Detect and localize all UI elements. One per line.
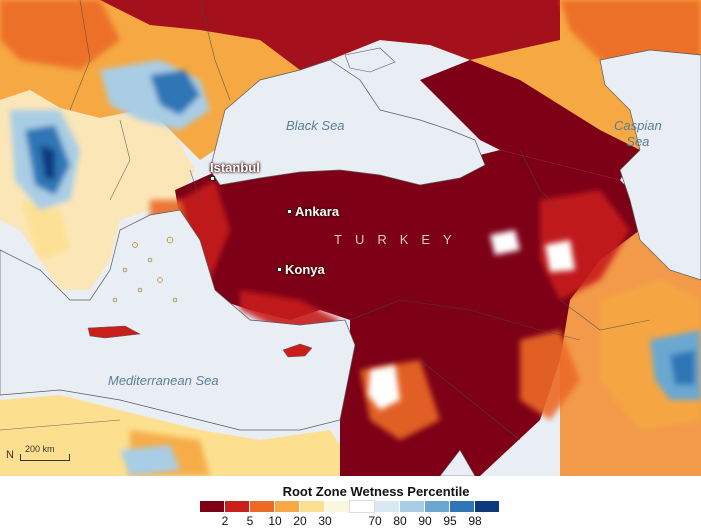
scale-bar-line: 200 km: [19, 444, 70, 461]
city-marker-icon: [287, 209, 292, 214]
scale-bar: N 200 km: [6, 444, 70, 461]
mediterranean-sea: [0, 209, 356, 431]
city-marker-icon: [210, 176, 215, 181]
wet-patches: [10, 60, 701, 476]
map-graphic: [0, 0, 701, 476]
black-sea: [209, 59, 486, 186]
map-canvas: Black Sea Caspian Sea Mediterranean Sea …: [0, 0, 701, 476]
legend-swatch: [200, 501, 224, 512]
legend-tick-label: 5: [246, 514, 254, 528]
north-arrow-icon: N: [6, 449, 14, 461]
legend-swatch: [450, 501, 474, 512]
city-label: Ankara: [295, 204, 340, 219]
legend: Root Zone Wetness Percentile 2 5 10 20 30 70 8…: [0, 476, 701, 530]
scale-bar-label: 200 km: [24, 444, 55, 454]
legend-swatch: [250, 501, 274, 512]
aegean-islands: [112, 236, 178, 303]
legend-title: Root Zone Wetness Percentile: [282, 484, 470, 499]
legend-tick-label: 95: [443, 514, 457, 528]
legend-tick-label: 30: [318, 514, 332, 528]
caspian-sea-label: Caspian Sea: [614, 118, 662, 149]
land-north-dark: [100, 0, 560, 70]
city-label: Istanbul: [210, 160, 260, 175]
legend-swatch: [375, 501, 399, 512]
land-south: [0, 395, 360, 476]
city-istanbul: Istanbul: [210, 160, 260, 181]
legend-tick-label: 20: [293, 514, 307, 528]
city-konya: Konya: [277, 262, 325, 277]
legend-swatch: [349, 500, 375, 513]
legend-swatch: [225, 501, 249, 512]
legend-swatch: [400, 501, 424, 512]
legend-tick-label: 80: [393, 514, 407, 528]
legend-swatches: [200, 500, 500, 513]
city-marker-icon: [277, 267, 282, 272]
country-borders: [0, 0, 651, 441]
red-sea: [439, 449, 476, 476]
legend-ticks: 2 5 10 20 30 70 80 90 95 98: [200, 514, 500, 528]
mediterranean-sea-label: Mediterranean Sea: [108, 373, 219, 388]
sea-of-azov: [344, 47, 396, 73]
legend-tick-label: 2: [221, 514, 229, 528]
legend-tick-label: 98: [468, 514, 482, 528]
caspian-sea: [599, 49, 701, 281]
legend-swatch: [475, 501, 499, 512]
city-label: Konya: [285, 262, 325, 277]
legend-swatch: [300, 501, 324, 512]
legend-swatch: [275, 501, 299, 512]
legend-swatch: [425, 501, 449, 512]
cyprus-island: [282, 343, 313, 358]
crete-island: [87, 325, 141, 339]
land-caucasus: [420, 60, 640, 180]
city-ankara: Ankara: [287, 204, 339, 219]
black-sea-label: Black Sea: [286, 118, 345, 133]
legend-tick-label: 10: [268, 514, 282, 528]
legend-swatch: [325, 501, 349, 512]
legend-tick-label: 70: [368, 514, 382, 528]
country-label-turkey: TURKEY: [334, 232, 465, 247]
legend-tick-label: 90: [418, 514, 432, 528]
